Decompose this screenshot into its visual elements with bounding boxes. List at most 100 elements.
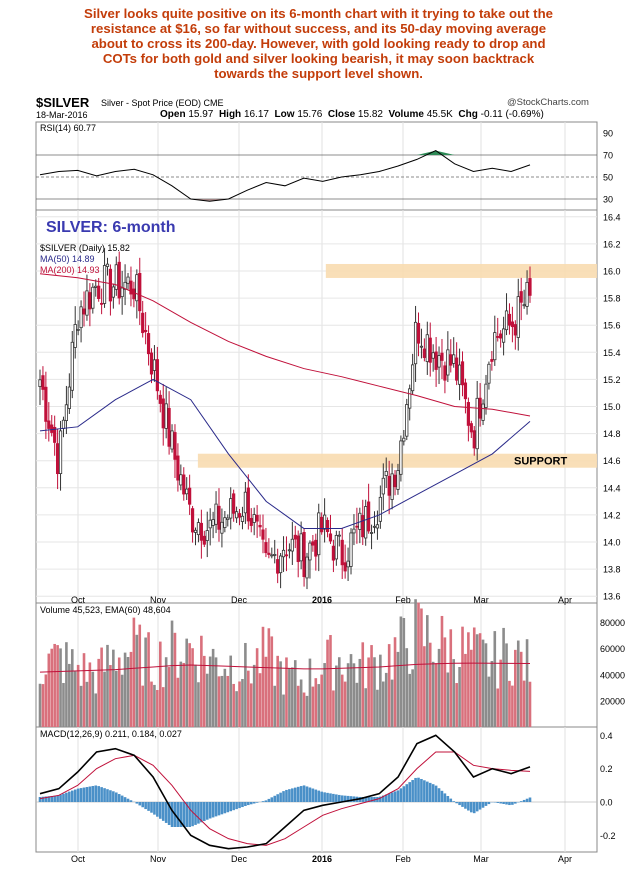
volume-bar [94,693,98,727]
volume-bar [41,684,45,727]
price-tick-label: 15.6 [603,321,621,331]
macd-histogram-bar [38,797,42,802]
macd-histogram-bar [255,802,259,803]
volume-bar [214,657,218,727]
price-bar-body [44,386,48,422]
rsi-line [39,150,531,202]
price-bar-body [126,276,130,284]
price-bar-body [173,432,177,460]
macd-histogram-bar [276,794,279,802]
price-bar-body [149,352,154,375]
macd-histogram-bar [50,795,54,802]
volume-bar [358,658,362,727]
macd-histogram-bar [141,802,144,808]
price-bar-body [299,533,303,562]
x-tick-label-price: Nov [150,595,167,605]
price-bar-body [314,539,318,557]
close-value: 15.82 [357,109,383,120]
price-bar-body [323,514,327,530]
price-bar-body [196,522,201,536]
price-bar-body [164,403,168,429]
macd-histogram-bar [326,792,329,802]
volume-bar [238,681,241,727]
macd-histogram-bar [203,802,206,822]
volume-bar [62,683,65,727]
price-bar-body [411,364,415,392]
x-tick-label-macd: Mar [473,854,489,864]
price-bar-body [179,474,183,486]
price-bar-body [240,515,245,522]
macd-histogram-bar [387,793,391,802]
close-label: Close [327,109,356,120]
price-bar-body [264,542,268,554]
macd-histogram-bar [487,802,491,805]
volume-bar [455,683,458,727]
volume-bar [68,663,71,727]
volume-bar [273,685,277,727]
volume-bar [109,665,112,727]
price-bar-body [457,364,462,385]
macd-histogram-bar [47,796,51,802]
price-bar-body [449,354,453,366]
volume-bar [173,632,177,727]
price-bar-body [372,525,377,528]
volume-bar [249,683,253,727]
price-bar-body [293,534,297,540]
volume-bar [106,644,109,727]
macd-histogram-bar [82,787,86,802]
volume-bar [326,639,329,727]
volume-bar [490,661,494,727]
volume-bar [70,649,74,727]
macd-histogram-bar [261,801,265,802]
volume-label: Volume [388,109,424,120]
volume-bar [461,626,464,727]
macd-histogram-bar [528,797,532,802]
volume-bar [161,687,165,727]
volume-bar [50,648,54,727]
price-bar-body [193,529,198,533]
macd-histogram-bar [147,802,150,811]
volume-bar [472,627,476,727]
price-bar-body [76,328,80,331]
macd-histogram-bar [288,789,291,802]
volume-bar [114,670,118,727]
volume-bar [252,664,256,727]
price-bar-body [270,554,274,557]
price-bar-body [79,306,83,329]
price-bar-body [452,354,456,364]
macd-histogram-bar [179,802,183,827]
macd-histogram-bar [211,802,215,818]
macd-histogram-bar [158,802,162,819]
volume-bar [481,639,485,727]
volume-bar [452,659,456,727]
volume-bar [232,683,235,727]
price-tick-label: 16.0 [603,266,621,276]
price-bar-body [220,521,224,534]
volume-bar [458,667,461,727]
macd-histogram-bar [449,798,453,802]
macd-histogram-bar [426,781,429,802]
volume-bar [376,689,379,727]
price-bar-body [296,535,300,563]
panel-frame-rsi [35,121,598,211]
macd-histogram-bar [62,793,65,802]
macd-histogram-bar [73,789,77,802]
macd-histogram-bar [217,802,221,816]
price-bar-body [261,529,265,540]
volume-bar [205,673,209,727]
rsi-tick-label: 50 [603,173,613,183]
volume-bar [293,660,297,727]
volume-bar [467,632,470,727]
x-tick-label-price: Feb [395,595,411,605]
price-bar-body [425,334,429,363]
macd-histogram-bar [244,802,247,807]
volume-bar [502,627,505,727]
macd-histogram-bar [458,802,461,806]
volume-bar [332,690,335,727]
macd-histogram-bar [434,785,438,802]
macd-histogram-bar [176,802,180,827]
macd-signal-line [39,751,531,846]
macd-histogram-bar [88,786,92,802]
volume-bar [197,682,200,727]
volume-bar [396,651,400,727]
